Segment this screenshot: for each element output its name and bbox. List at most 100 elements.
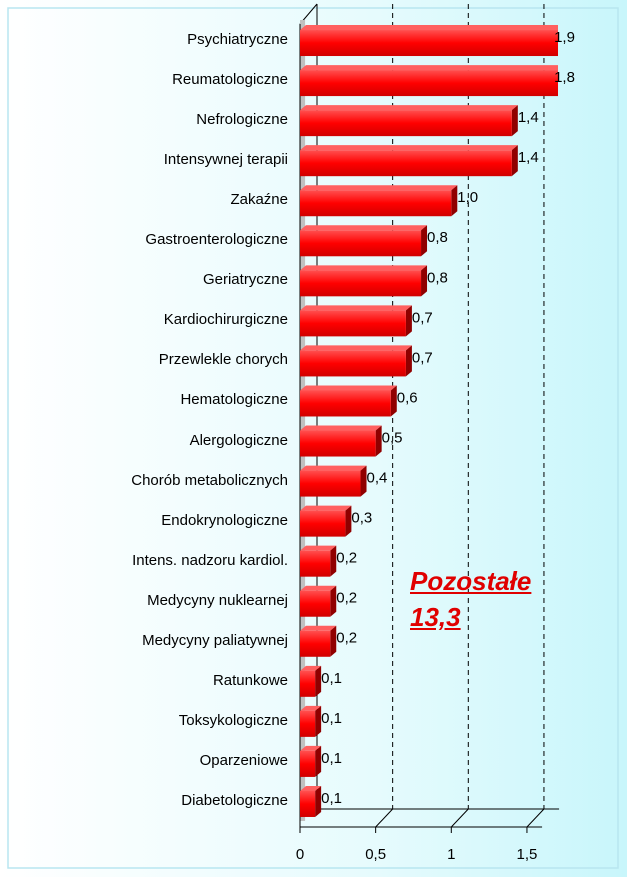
- bar-end: [375, 425, 382, 457]
- bar-top: [300, 545, 337, 551]
- bar-top: [300, 65, 558, 71]
- bar: [300, 350, 406, 377]
- bar-end: [315, 785, 322, 817]
- value-label: 0,6: [397, 389, 418, 406]
- value-label: 0,2: [336, 630, 357, 647]
- bar-end: [360, 465, 367, 497]
- value-label: 0,1: [321, 670, 342, 687]
- value-label: 0,1: [321, 790, 342, 807]
- bar: [300, 790, 316, 817]
- bar-top: [300, 225, 428, 231]
- value-label: 0,1: [321, 710, 342, 727]
- bar: [300, 590, 331, 617]
- value-label: 1,4: [518, 109, 539, 126]
- bar-top: [300, 185, 458, 191]
- bar: [300, 70, 558, 97]
- bar-top: [300, 425, 382, 431]
- value-label: 1,4: [518, 149, 539, 166]
- bar-end: [405, 305, 412, 337]
- plot-area: 0 0,5 1 1,5 1,9 1,8 1,4 1,4 1,0 0,8 0,8 0,7 0,7 0,6 0,…: [296, 3, 593, 863]
- x-tick-label: 0: [296, 846, 304, 863]
- x-tick-label: 1,5: [517, 846, 538, 863]
- y-tick-label-box: Hematologiczne: [28, 380, 288, 420]
- bar: [300, 470, 361, 497]
- bar-end: [511, 145, 518, 177]
- bar-end: [345, 505, 352, 537]
- bar-top: [300, 265, 428, 271]
- bar-end: [315, 665, 322, 697]
- y-tick-label: Intensywnej terapii: [163, 151, 288, 169]
- bar: [300, 550, 331, 577]
- bar-end: [330, 585, 337, 617]
- y-tick-label-box: Kardiochirurgiczne: [28, 300, 288, 340]
- value-label: 0,3: [351, 510, 372, 527]
- grid-line: [450, 808, 469, 828]
- y-tick-label-box: Intens. nadzoru kardiol.: [28, 541, 288, 581]
- bar-top: [300, 665, 322, 671]
- bar-top: [300, 785, 322, 791]
- value-label: 0,1: [321, 750, 342, 767]
- bar-end: [421, 225, 428, 257]
- bar: [300, 750, 316, 777]
- grid-line: [526, 808, 545, 828]
- annotation: Pozostałe: [410, 566, 532, 596]
- bars: [300, 25, 593, 817]
- value-label: 0,4: [367, 470, 388, 487]
- y-tick-label-box: Toksykologiczne: [28, 701, 288, 741]
- side-wall: [300, 20, 306, 821]
- value-label: 0,2: [336, 550, 357, 567]
- y-tick-label: Oparzeniowe: [199, 751, 288, 769]
- y-tick-label: Medycyny nuklearnej: [147, 591, 288, 609]
- value-label: 1,0: [457, 189, 478, 206]
- bar: [300, 710, 316, 737]
- y-tick-label: Endokrynologiczne: [161, 511, 288, 529]
- y-tick-label-box: Alergologiczne: [28, 421, 288, 461]
- y-tick-label-box: Intensywnej terapii: [28, 140, 288, 180]
- value-label: 0,8: [427, 229, 448, 246]
- bar-end: [315, 705, 322, 737]
- y-tick-label: Ratunkowe: [212, 671, 288, 689]
- bar-end: [390, 385, 397, 417]
- y-tick-label-box: Chorób metabolicznych: [28, 461, 288, 501]
- bar-top: [300, 505, 352, 511]
- bar-end: [421, 265, 428, 297]
- bar-top: [300, 465, 367, 471]
- y-tick-label: Alergologiczne: [189, 431, 288, 449]
- y-tick-label: Chorób metabolicznych: [131, 471, 288, 489]
- bar-top: [300, 25, 558, 31]
- bar: [300, 310, 406, 337]
- bar: [300, 150, 512, 177]
- bar: [300, 30, 558, 57]
- bar-top: [300, 585, 337, 591]
- x-tick-label: 0,5: [365, 846, 386, 863]
- bar: [300, 630, 331, 657]
- annotation: 13,3: [410, 602, 461, 632]
- bar-end: [511, 105, 518, 137]
- value-label: 0,7: [412, 309, 433, 326]
- bar-end: [330, 545, 337, 577]
- y-tick-label: Przewlekle chorych: [158, 351, 288, 369]
- bar-top: [300, 305, 412, 311]
- bar-end: [330, 625, 337, 657]
- y-tick-label: Kardiochirurgiczne: [163, 311, 288, 329]
- value-label: 1,8: [554, 69, 575, 86]
- bar-end: [451, 185, 458, 217]
- bar-end: [587, 25, 593, 56]
- bar-top: [300, 345, 412, 351]
- y-tick-label: Gastroenterologiczne: [145, 231, 288, 249]
- bar: [300, 270, 422, 297]
- y-tick-label: Psychiatryczne: [187, 31, 288, 49]
- y-tick-label-box: Psychiatryczne: [28, 20, 288, 60]
- bar-top: [300, 705, 322, 711]
- y-tick-label: Medycyny paliatywnej: [142, 631, 288, 649]
- y-tick-label-box: Zakaźne: [28, 180, 288, 220]
- grid-line: [375, 808, 394, 828]
- y-tick-label: Diabetologiczne: [181, 791, 288, 809]
- bar: [300, 110, 512, 137]
- bar-end: [405, 345, 412, 377]
- y-tick-label-box: Geriatryczne: [28, 260, 288, 300]
- y-tick-label-box: Ratunkowe: [28, 661, 288, 701]
- y-tick-label-box: Gastroenterologiczne: [28, 220, 288, 260]
- y-tick-label: Toksykologiczne: [178, 711, 288, 729]
